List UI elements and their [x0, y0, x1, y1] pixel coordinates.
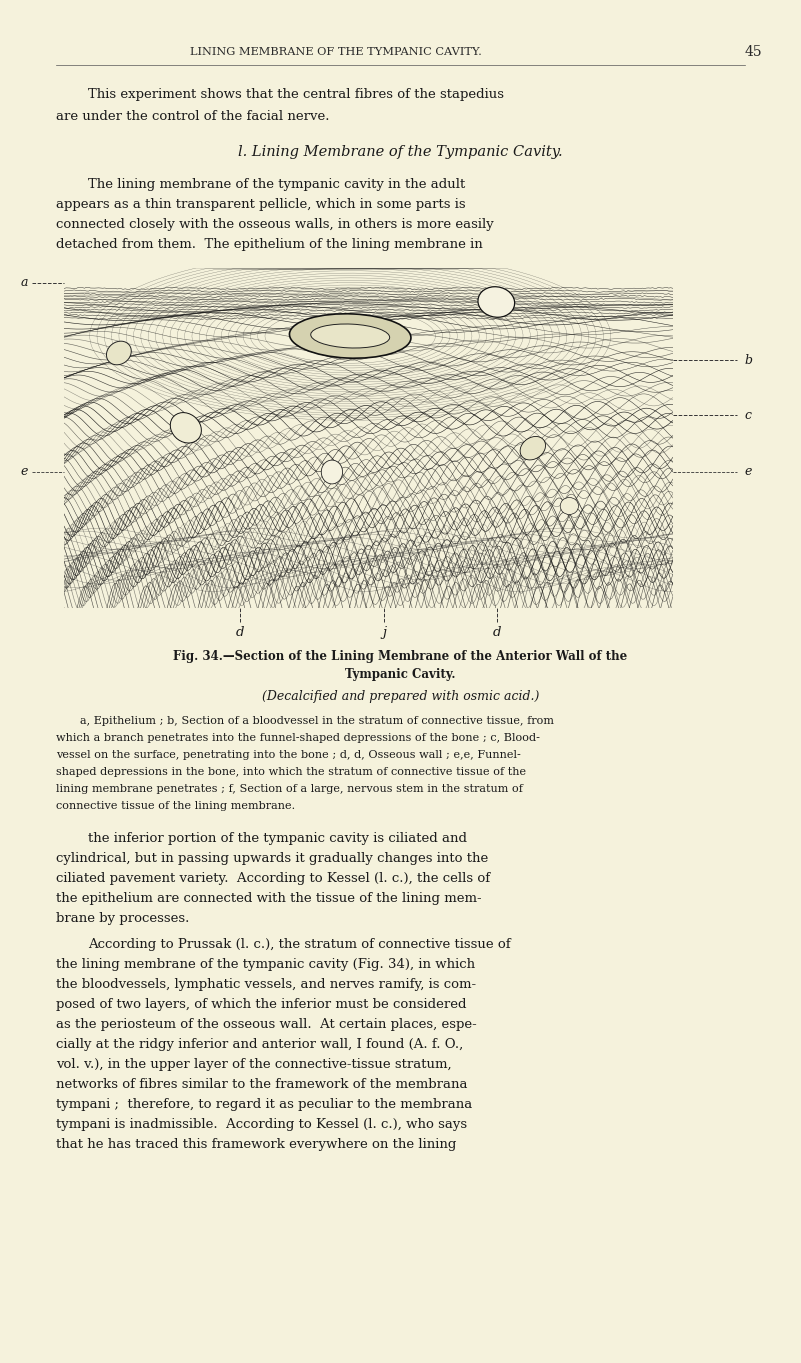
- Text: This experiment shows that the central fibres of the stapedius: This experiment shows that the central f…: [88, 89, 504, 101]
- Text: d: d: [493, 626, 501, 639]
- Text: cylindrical, but in passing upwards it gradually changes into the: cylindrical, but in passing upwards it g…: [56, 852, 489, 866]
- Ellipse shape: [289, 313, 411, 358]
- Text: According to Prussak (l. c.), the stratum of connective tissue of: According to Prussak (l. c.), the stratu…: [88, 938, 511, 951]
- Text: a, Epithelium ; b, Section of a bloodvessel in the stratum of connective tissue,: a, Epithelium ; b, Section of a bloodves…: [80, 716, 554, 726]
- Text: d: d: [236, 626, 244, 639]
- Ellipse shape: [171, 413, 201, 443]
- Text: Fig. 34.—Section of the Lining Membrane of the Anterior Wall of the: Fig. 34.—Section of the Lining Membrane …: [173, 650, 628, 662]
- Text: that he has traced this framework everywhere on the lining: that he has traced this framework everyw…: [56, 1138, 457, 1150]
- Ellipse shape: [520, 436, 545, 459]
- Text: the bloodvessels, lymphatic vessels, and nerves ramify, is com-: the bloodvessels, lymphatic vessels, and…: [56, 979, 477, 991]
- Text: posed of two layers, of which the inferior must be considered: posed of two layers, of which the inferi…: [56, 998, 466, 1011]
- Text: connective tissue of the lining membrane.: connective tissue of the lining membrane…: [56, 801, 296, 811]
- Text: lining membrane penetrates ; f, Section of a large, nervous stem in the stratum : lining membrane penetrates ; f, Section …: [56, 784, 523, 795]
- Text: the lining membrane of the tympanic cavity (Fig. 34), in which: the lining membrane of the tympanic cavi…: [56, 958, 475, 970]
- Text: vol. v.), in the upper layer of the connective-tissue stratum,: vol. v.), in the upper layer of the conn…: [56, 1058, 452, 1071]
- Ellipse shape: [321, 461, 343, 484]
- Text: ciliated pavement variety.  According to Kessel (l. c.), the cells of: ciliated pavement variety. According to …: [56, 872, 490, 885]
- Text: j: j: [382, 626, 387, 639]
- Text: b: b: [745, 353, 753, 367]
- Text: tympani is inadmissible.  According to Kessel (l. c.), who says: tympani is inadmissible. According to Ke…: [56, 1118, 467, 1131]
- Text: tympani ;  therefore, to regard it as peculiar to the membrana: tympani ; therefore, to regard it as pec…: [56, 1099, 473, 1111]
- Text: as the periosteum of the osseous wall.  At certain places, espe-: as the periosteum of the osseous wall. A…: [56, 1018, 477, 1030]
- Text: LINING MEMBRANE OF THE TYMPANIC CAVITY.: LINING MEMBRANE OF THE TYMPANIC CAVITY.: [191, 46, 482, 57]
- Text: The lining membrane of the tympanic cavity in the adult: The lining membrane of the tympanic cavi…: [88, 179, 465, 191]
- Text: Tympanic Cavity.: Tympanic Cavity.: [345, 668, 456, 682]
- Text: c: c: [745, 409, 752, 421]
- Ellipse shape: [107, 341, 131, 365]
- Ellipse shape: [478, 286, 515, 318]
- Text: l. Lining Membrane of the Tympanic Cavity.: l. Lining Membrane of the Tympanic Cavit…: [238, 144, 563, 159]
- Text: which a branch penetrates into the funnel-shaped depressions of the bone ; c, Bl: which a branch penetrates into the funne…: [56, 733, 540, 743]
- Text: detached from them.  The epithelium of the lining membrane in: detached from them. The epithelium of th…: [56, 239, 483, 251]
- Text: the inferior portion of the tympanic cavity is ciliated and: the inferior portion of the tympanic cav…: [88, 831, 467, 845]
- Ellipse shape: [311, 324, 389, 348]
- Text: are under the control of the facial nerve.: are under the control of the facial nerv…: [56, 110, 329, 123]
- Text: vessel on the surface, penetrating into the bone ; d, d, Osseous wall ; e,e, Fun: vessel on the surface, penetrating into …: [56, 750, 521, 761]
- Ellipse shape: [560, 497, 578, 514]
- Text: networks of fibres similar to the framework of the membrana: networks of fibres similar to the framew…: [56, 1078, 468, 1090]
- Text: the epithelium are connected with the tissue of the lining mem-: the epithelium are connected with the ti…: [56, 891, 481, 905]
- Text: e: e: [21, 466, 28, 478]
- Text: appears as a thin transparent pellicle, which in some parts is: appears as a thin transparent pellicle, …: [56, 198, 465, 211]
- Text: e: e: [745, 466, 752, 478]
- Text: (Decalcified and prepared with osmic acid.): (Decalcified and prepared with osmic aci…: [262, 690, 539, 703]
- Text: cially at the ridgy inferior and anterior wall, I found (A. f. O.,: cially at the ridgy inferior and anterio…: [56, 1039, 463, 1051]
- Text: connected closely with the osseous walls, in others is more easily: connected closely with the osseous walls…: [56, 218, 494, 230]
- Text: shaped depressions in the bone, into which the stratum of connective tissue of t: shaped depressions in the bone, into whi…: [56, 767, 526, 777]
- Text: a: a: [21, 277, 28, 289]
- Text: brane by processes.: brane by processes.: [56, 912, 190, 925]
- Text: 45: 45: [744, 45, 762, 59]
